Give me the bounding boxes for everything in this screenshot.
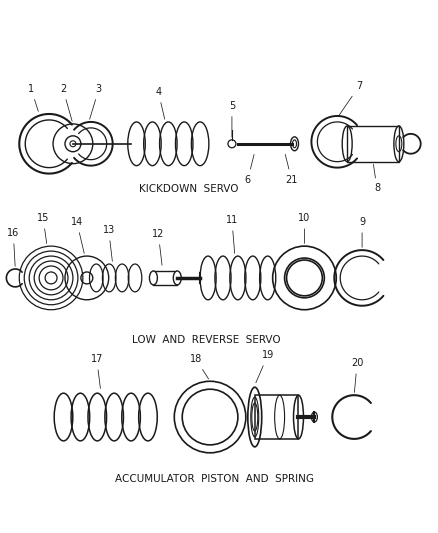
Ellipse shape <box>149 271 157 285</box>
Text: 9: 9 <box>359 217 365 247</box>
Text: KICKDOWN  SERVO: KICKDOWN SERVO <box>139 184 238 195</box>
Text: 13: 13 <box>102 225 115 261</box>
Text: 18: 18 <box>190 354 208 379</box>
Bar <box>255 395 298 439</box>
Text: 10: 10 <box>298 213 311 244</box>
Text: 15: 15 <box>37 213 49 244</box>
Ellipse shape <box>173 271 181 285</box>
Bar <box>153 271 177 285</box>
Text: 8: 8 <box>374 164 380 193</box>
Text: 17: 17 <box>91 354 103 389</box>
Text: 20: 20 <box>351 358 363 392</box>
Text: 19: 19 <box>256 350 274 383</box>
Ellipse shape <box>311 412 318 422</box>
Text: 11: 11 <box>226 215 238 253</box>
Text: 16: 16 <box>7 228 19 266</box>
Text: 2: 2 <box>60 84 72 121</box>
Text: LOW  AND  REVERSE  SERVO: LOW AND REVERSE SERVO <box>132 335 280 344</box>
Text: ACCUMULATOR  PISTON  AND  SPRING: ACCUMULATOR PISTON AND SPRING <box>115 474 314 483</box>
Text: 4: 4 <box>155 87 165 119</box>
Ellipse shape <box>290 137 298 151</box>
Bar <box>347 126 399 161</box>
Text: 3: 3 <box>90 84 102 119</box>
Text: 14: 14 <box>71 217 84 253</box>
Text: 1: 1 <box>28 84 38 111</box>
Text: 12: 12 <box>152 229 165 265</box>
Text: 7: 7 <box>339 81 362 116</box>
Text: 21: 21 <box>285 155 298 184</box>
Text: 5: 5 <box>229 101 235 137</box>
Text: 6: 6 <box>245 155 254 184</box>
